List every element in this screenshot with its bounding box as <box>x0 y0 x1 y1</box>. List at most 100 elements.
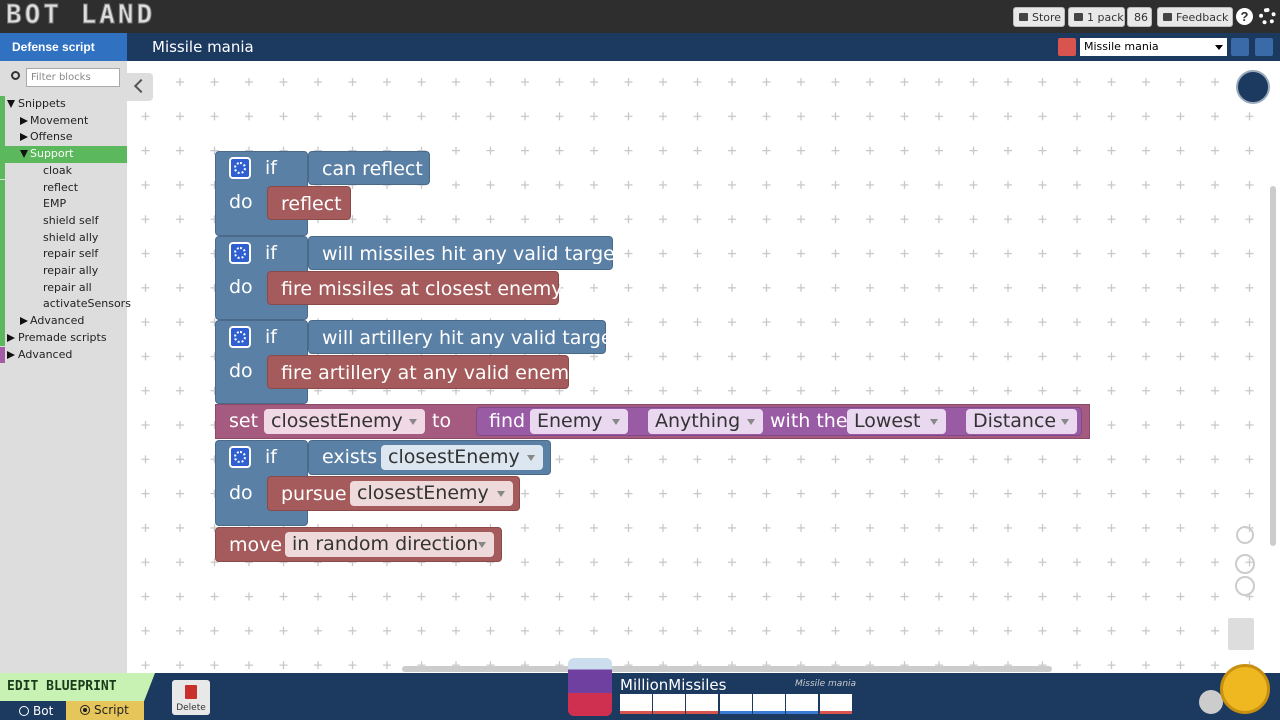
radio-selected[interactable] <box>80 705 90 715</box>
condition-block[interactable]: can reflect <box>308 151 430 185</box>
stripe <box>0 246 5 263</box>
mutator-icon[interactable] <box>229 446 251 468</box>
tree-arrow <box>20 133 28 142</box>
stripe <box>0 129 5 147</box>
tree-label: activateSensors <box>43 297 131 311</box>
action-block[interactable]: fire missiles at closest enemy <box>267 271 563 305</box>
tree-label: repair ally <box>43 264 99 277</box>
tree-row[interactable]: shield ally <box>0 229 127 247</box>
sidebar <box>0 61 127 673</box>
delete-script[interactable] <box>1058 38 1076 56</box>
stripe <box>0 96 5 113</box>
keyword: if <box>265 446 277 468</box>
code-view-button[interactable] <box>1236 70 1270 104</box>
keyword: find <box>489 410 526 432</box>
tree-label: Movement <box>30 113 89 127</box>
stripe <box>0 296 5 314</box>
stripe <box>0 112 5 130</box>
tree-label: EMP <box>43 197 67 211</box>
script-option[interactable]: Script <box>66 701 144 720</box>
tree-row[interactable]: Movement <box>0 112 127 130</box>
copy-button[interactable] <box>1231 38 1249 56</box>
stripe <box>0 229 5 247</box>
filter-dropdown[interactable]: Anything <box>648 409 763 434</box>
direction-dropdown[interactable]: in random direction <box>285 532 494 557</box>
script-tab[interactable]: Defense script <box>0 33 127 61</box>
add-button[interactable] <box>1255 38 1273 56</box>
variable-dropdown[interactable]: closestEnemy <box>381 445 543 470</box>
tree-row[interactable]: Support <box>0 146 127 163</box>
tree-row[interactable]: activateSensors <box>0 296 131 314</box>
tree-label: shield self <box>43 213 99 227</box>
pack-button[interactable]: 1 pack <box>1068 7 1125 27</box>
slot[interactable] <box>620 694 652 714</box>
bot-option[interactable]: Bot <box>33 704 54 718</box>
script-select[interactable]: Missile mania <box>1080 38 1227 56</box>
action-block[interactable]: fire artillery at any valid enemy <box>267 355 580 389</box>
keyword: do <box>229 276 253 298</box>
tree-label: reflect <box>43 180 79 194</box>
keyword: set <box>229 410 259 432</box>
stripe <box>0 329 5 347</box>
feedback-button[interactable]: Feedback <box>1157 7 1233 27</box>
slot[interactable] <box>720 694 752 714</box>
tree-row[interactable]: Premade scripts <box>0 329 127 347</box>
tree-label: shield ally <box>43 230 99 244</box>
action-block[interactable]: reflect <box>267 186 351 220</box>
tree-label: Advanced <box>18 347 73 361</box>
tree-row[interactable]: Snippets <box>0 96 127 113</box>
delete-button[interactable]: Delete <box>172 680 210 715</box>
keyword: do <box>229 482 253 504</box>
slot[interactable] <box>653 694 685 714</box>
help-button[interactable]: ? <box>1236 8 1253 25</box>
condition-block[interactable]: will artillery hit any valid target <box>308 320 620 354</box>
condition-block[interactable]: will missiles hit any valid target <box>308 236 622 270</box>
target-dropdown[interactable]: closestEnemy <box>350 481 513 506</box>
stripe <box>0 346 5 364</box>
bot-script: Missile mania <box>795 679 857 689</box>
tree-row[interactable]: shield self <box>0 212 127 230</box>
confirm-button[interactable] <box>1220 664 1270 714</box>
tree-arrow <box>7 100 15 108</box>
tree-row[interactable]: reflect <box>0 179 127 197</box>
stripe <box>0 279 5 297</box>
tree-row[interactable]: repair all <box>0 279 127 297</box>
slot[interactable] <box>753 694 785 714</box>
tree-row[interactable]: Advanced <box>0 313 127 330</box>
settings-button[interactable] <box>1259 8 1276 25</box>
metric-dropdown[interactable]: Distance <box>966 409 1077 434</box>
collapse-button[interactable] <box>127 73 153 101</box>
mutator-icon[interactable] <box>229 326 251 348</box>
mutator-icon[interactable] <box>229 242 251 264</box>
store-button[interactable]: Store <box>1013 7 1065 27</box>
tree-arrow <box>20 116 28 125</box>
tree-arrow <box>20 317 28 326</box>
keyword: do <box>229 191 253 213</box>
variable-dropdown[interactable]: closestEnemy <box>264 409 425 434</box>
slot[interactable] <box>786 694 818 714</box>
script-name[interactable]: Missile mania <box>152 38 254 56</box>
tree-row[interactable]: Offense <box>0 129 127 147</box>
search-icon <box>11 71 20 80</box>
bot-name[interactable]: MillionMissiles <box>620 676 727 694</box>
filter-input[interactable]: Filter blocks <box>26 68 120 87</box>
slot[interactable] <box>686 694 718 714</box>
keyword: if <box>265 157 277 179</box>
tree-row[interactable]: repair self <box>0 246 127 263</box>
tree-row[interactable]: repair ally <box>0 263 127 280</box>
keyword: exists <box>322 446 378 468</box>
tree-row[interactable]: EMP <box>0 196 127 213</box>
order-dropdown[interactable]: Lowest <box>847 409 946 434</box>
cancel-button[interactable] <box>1199 690 1223 714</box>
slot[interactable] <box>820 694 852 714</box>
tree-row[interactable]: cloak <box>0 162 127 180</box>
radio[interactable] <box>19 706 29 716</box>
mutator-icon[interactable] <box>229 157 251 179</box>
keyword: to <box>432 410 452 432</box>
tree-row[interactable]: Advanced <box>0 346 127 364</box>
tree-label: repair all <box>43 280 92 294</box>
tree-arrow <box>7 350 15 359</box>
tree-label: Support <box>30 147 74 161</box>
keyword: with the <box>770 410 848 432</box>
target-dropdown[interactable]: Enemy <box>530 409 628 434</box>
